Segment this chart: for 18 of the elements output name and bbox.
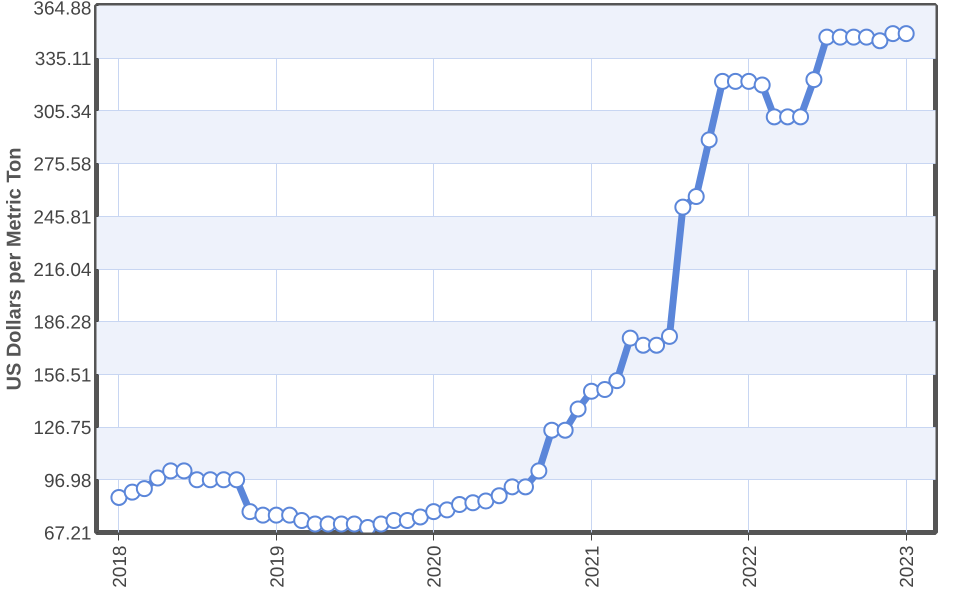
x-tick-label: 2020 (424, 545, 446, 588)
y-tick-label: 67.21 (44, 524, 92, 544)
y-tick-label: 96.98 (44, 470, 92, 492)
y-tick-label: 305.34 (33, 102, 92, 123)
x-tick-label: 2018 (110, 545, 131, 588)
y-tick-label: 216.04 (33, 260, 92, 282)
y-tick-label: 186.28 (33, 312, 92, 334)
y-tick-label: 335.11 (34, 49, 92, 70)
x-tick-label: 2019 (267, 545, 288, 588)
y-tick-label: 126.75 (33, 418, 92, 440)
y-tick-label: 156.51 (33, 365, 92, 386)
x-tick-label: 2021 (582, 545, 604, 588)
y-axis-title: US Dollars per Metric Ton (3, 147, 26, 391)
x-tick-label: 2023 (897, 545, 918, 588)
y-tick-label: 275.58 (33, 154, 92, 176)
x-tick-label: 2022 (740, 545, 761, 588)
y-tick-label: 364.88 (33, 0, 92, 20)
y-tick-label: 245.81 (33, 207, 92, 228)
